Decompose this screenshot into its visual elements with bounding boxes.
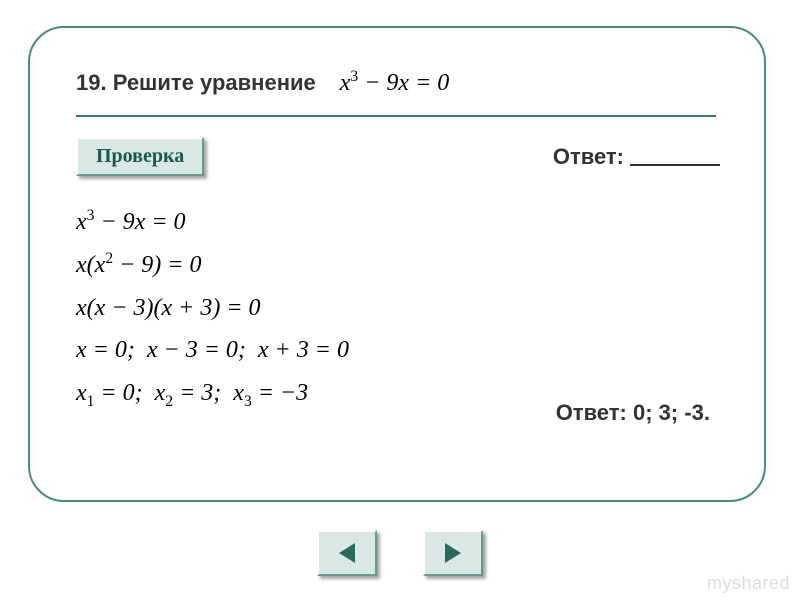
work-steps: x3 − 9x = 0 x(x2 − 9) = 0 x(x − 3)(x + 3…: [76, 202, 728, 415]
work-line: x(x2 − 9) = 0: [76, 245, 728, 286]
blank-line: [630, 164, 720, 166]
watermark: myshared: [707, 573, 790, 594]
work-line: x3 − 9x = 0: [76, 202, 728, 243]
problem-row: 19. Решите уравнение x3 − 9x = 0: [76, 68, 728, 97]
answer-blank-label: Ответ:: [553, 144, 624, 170]
top-row: Проверка Ответ:: [76, 137, 728, 176]
divider: [76, 115, 716, 117]
problem-equation: x3 − 9x = 0: [340, 68, 450, 97]
card: 19. Решите уравнение x3 − 9x = 0 Проверк…: [28, 26, 766, 502]
work-line: x(x − 3)(x + 3) = 0: [76, 288, 728, 329]
answer-blank: Ответ:: [553, 144, 720, 170]
problem-label: 19. Решите уравнение: [76, 70, 316, 96]
work-line: x = 0; x − 3 = 0; x + 3 = 0: [76, 330, 728, 371]
next-button[interactable]: [423, 530, 483, 576]
nav-bar: [0, 530, 800, 576]
answer-final: Ответ: 0; 3; -3.: [556, 400, 710, 426]
check-button[interactable]: Проверка: [76, 137, 204, 176]
arrow-right-icon: [445, 543, 461, 563]
slide: 19. Решите уравнение x3 − 9x = 0 Проверк…: [0, 0, 800, 600]
arrow-left-icon: [339, 543, 355, 563]
prev-button[interactable]: [317, 530, 377, 576]
